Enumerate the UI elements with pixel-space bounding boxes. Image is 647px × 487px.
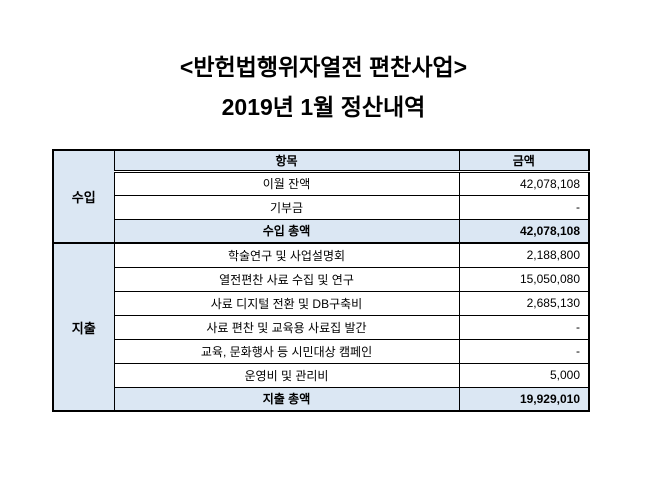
table-row: 이월 잔액 42,078,108 — [53, 170, 590, 196]
column-header-amount: 금액 — [458, 149, 590, 173]
item-cell: 교육, 문화행사 등 시민대상 캠페인 — [113, 338, 460, 364]
expense-total-row: 지출 총액 19,929,010 — [53, 386, 590, 412]
table-row: 사료 디지털 전환 및 DB구축비 2,685,130 — [53, 290, 590, 316]
expense-total-label: 지출 총액 — [113, 386, 460, 412]
income-total-label: 수입 총액 — [113, 218, 460, 244]
item-cell: 운영비 및 관리비 — [113, 362, 460, 388]
amount-cell: 5,000 — [458, 362, 590, 388]
table-row: 사료 편찬 및 교육용 사료집 발간 - — [53, 314, 590, 340]
income-total-amount: 42,078,108 — [458, 218, 590, 244]
item-cell: 이월 잔액 — [113, 170, 460, 196]
item-cell: 기부금 — [113, 194, 460, 220]
table-row: 운영비 및 관리비 5,000 — [53, 362, 590, 388]
item-cell: 열전편찬 사료 수집 및 연구 — [113, 266, 460, 292]
income-section-label: 수입 — [52, 149, 115, 244]
income-total-row: 수입 총액 42,078,108 — [53, 218, 590, 244]
item-cell: 사료 디지털 전환 및 DB구축비 — [113, 290, 460, 316]
amount-cell: - — [458, 314, 590, 340]
expense-total-amount: 19,929,010 — [458, 386, 590, 412]
document-title: <반헌법행위자열전 편찬사업> 2019년 1월 정산내역 — [0, 47, 647, 127]
item-cell: 사료 편찬 및 교육용 사료집 발간 — [113, 314, 460, 340]
item-cell: 학술연구 및 사업설명회 — [113, 242, 460, 268]
title-line-2: 2019년 1월 정산내역 — [221, 94, 426, 120]
column-header-item: 항목 — [113, 149, 460, 173]
title-line-1: <반헌법행위자열전 편찬사업> — [179, 54, 468, 80]
header-row: 수입 항목 금액 — [52, 149, 590, 244]
table-row: 기부금 - — [53, 194, 590, 220]
table-row: 열전편찬 사료 수집 및 연구 15,050,080 — [53, 266, 590, 292]
settlement-table: 수입 항목 금액 이월 잔액 42,078,108 기부금 - 수입 총액 42… — [52, 149, 590, 412]
amount-cell: 42,078,108 — [458, 170, 590, 196]
amount-cell: 2,188,800 — [458, 242, 590, 268]
expense-section-label: 지출 — [52, 242, 115, 412]
amount-cell: - — [458, 194, 590, 220]
amount-cell: - — [458, 338, 590, 364]
amount-cell: 15,050,080 — [458, 266, 590, 292]
table-row: 교육, 문화행사 등 시민대상 캠페인 - — [53, 338, 590, 364]
amount-cell: 2,685,130 — [458, 290, 590, 316]
table-row: 지출 학술연구 및 사업설명회 2,188,800 — [52, 242, 590, 412]
